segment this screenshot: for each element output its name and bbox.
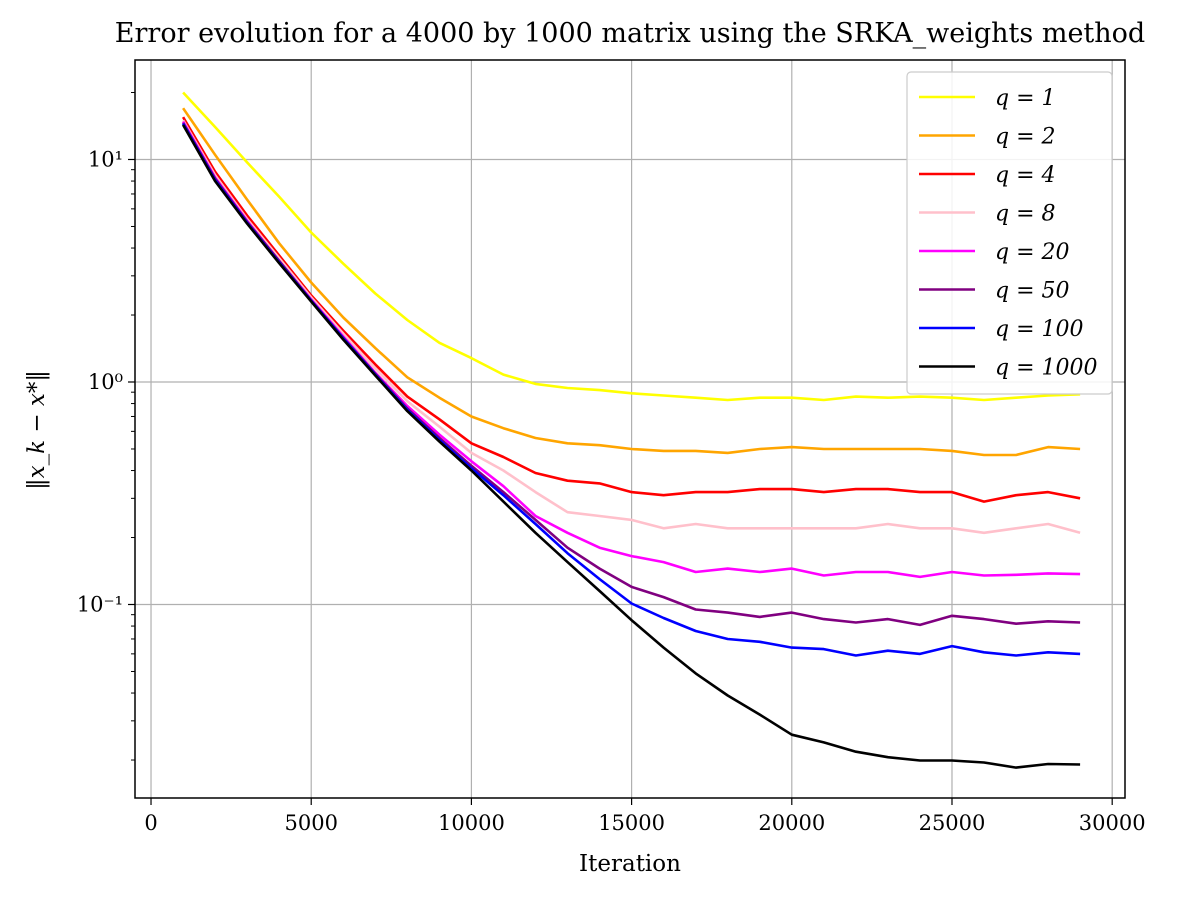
chart-title: Error evolution for a 4000 by 1000 matri… [115,18,1145,49]
y-axis-label: ‖x_k − x*‖ [24,370,50,490]
series-line-3 [181,119,1081,535]
legend-box [906,71,1113,395]
x-tick-label: 15000 [598,811,665,835]
x-tick-label: 0 [144,811,157,835]
y-axis-label-group: ‖x_k − x*‖ [24,370,50,490]
series-line-1 [182,107,1081,457]
y-tick-label: 10¹ [88,147,123,171]
legend-entry-label: q = 8 [995,202,1056,227]
x-tick-label: 10000 [438,811,505,835]
y-axis: 10⁻¹ 10⁰ 10¹ [77,92,135,761]
x-tick-label: 5000 [284,811,337,835]
legend-entry-label: q = 1 [995,86,1056,111]
legend-entry-label: q = 20 [995,240,1070,265]
x-axis: 0 5000 10000 15000 20000 25000 30000 [144,798,1146,835]
series-line-0 [182,91,1081,402]
x-tick-label: 30000 [1079,811,1146,835]
y-tick-label: 10⁻¹ [77,592,123,616]
y-tick-label: 10⁰ [88,370,123,394]
series-line-2 [181,116,1081,503]
x-tick-label: 20000 [758,811,825,835]
legend-entry-label: q = 2 [995,125,1056,150]
x-tick-label: 25000 [919,811,986,835]
series-lines [181,91,1081,769]
x-axis-label: Iteration [579,851,681,877]
plot-frame [134,59,1126,799]
legend-entry-label: q = 4 [995,163,1056,188]
legend-entry-label: q = 50 [995,279,1070,304]
series-line-7 [181,124,1081,769]
legend-entry-label: q = 100 [995,317,1084,342]
legend: q = 1 q = 2 q = 4 q = 8 q = 20 q = 50 q = 100 q… [906,71,1113,395]
legend-entry-label: q = 1000 [995,356,1098,381]
